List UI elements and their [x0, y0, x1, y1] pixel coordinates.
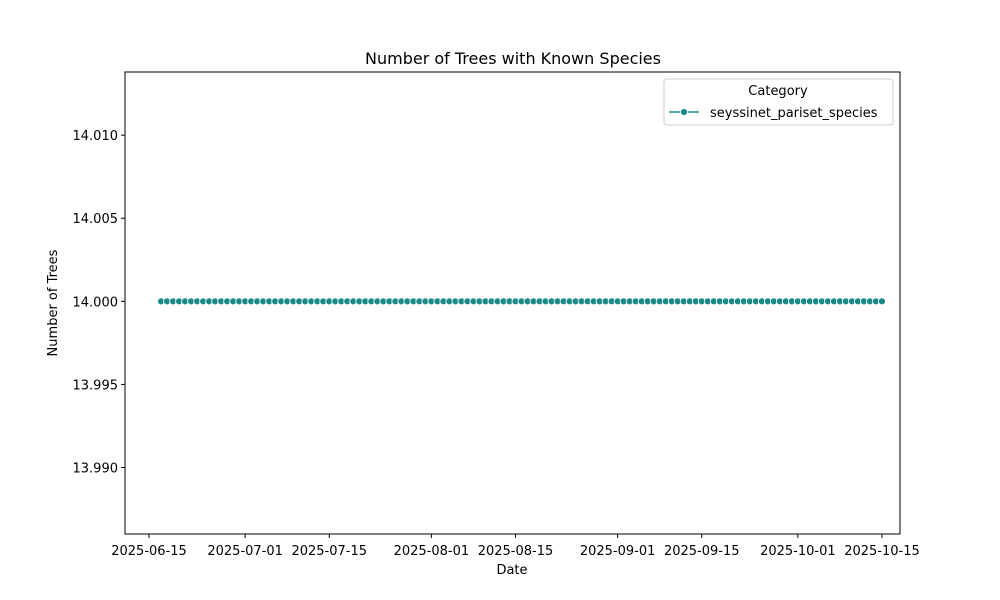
y-tick-label: 14.000 [73, 295, 119, 310]
x-axis-ticks: 2025-06-15 2025-07-01 2025-07-15 2025-08-01… [111, 534, 920, 559]
y-tick-label: 13.995 [73, 378, 119, 393]
chart-title: Number of Trees with Known Species [365, 49, 661, 68]
x-axis-label: Date [496, 563, 527, 578]
legend: Category seyssinet_pariset_species [663, 78, 894, 126]
x-tick-label: 2025-07-15 [291, 544, 367, 559]
legend-marker-swatch [680, 108, 688, 116]
data-point [878, 297, 886, 306]
series-points [157, 297, 886, 306]
x-tick-label: 2025-10-15 [844, 544, 920, 559]
x-tick-label: 2025-07-01 [207, 544, 283, 559]
x-tick-label: 2025-08-01 [394, 544, 470, 559]
x-tick-label: 2025-09-01 [580, 544, 656, 559]
y-axis-ticks: 13.990 13.995 14.000 14.005 14.010 [73, 129, 125, 477]
x-tick-label: 2025-10-01 [760, 544, 836, 559]
y-tick-label: 14.010 [73, 129, 119, 144]
x-tick-label: 2025-09-15 [664, 544, 740, 559]
x-tick-label: 2025-06-15 [111, 544, 187, 559]
legend-box [663, 78, 894, 126]
legend-label: seyssinet_pariset_species [710, 106, 878, 121]
y-axis-label: Number of Trees [46, 249, 61, 356]
x-tick-label: 2025-08-15 [478, 544, 554, 559]
y-tick-label: 13.990 [73, 462, 119, 477]
legend-title: Category [748, 84, 808, 99]
y-tick-label: 14.005 [73, 212, 119, 227]
